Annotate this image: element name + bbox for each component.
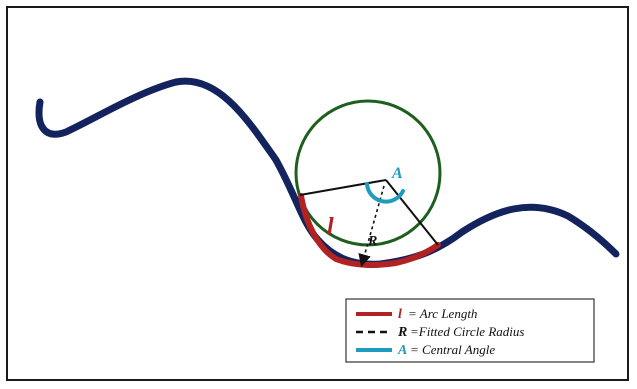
fitted-circle — [294, 99, 442, 247]
legend: l = Arc Length R =Fitted Circle Radius A… — [345, 298, 595, 363]
legend-symbol-fitted-radius: R — [397, 325, 407, 340]
legend-item-fitted-radius: R =Fitted Circle Radius — [356, 324, 524, 340]
legend-text-central-angle: = Central Angle — [410, 342, 495, 357]
legend-text-arc-length: = Arc Length — [408, 306, 477, 321]
legend-item-arc-length: l = Arc Length — [356, 306, 477, 322]
central-angle-marker — [365, 182, 405, 204]
arc-length-label: l — [327, 214, 334, 240]
legend-item-central-angle: A = Central Angle — [356, 342, 495, 358]
arc-length-segment — [298, 193, 441, 268]
legend-symbol-arc-length: l — [398, 307, 402, 322]
radius-line-left — [299, 179, 387, 196]
radius-line-right — [385, 179, 439, 246]
radius-label: R — [367, 234, 377, 249]
legend-text-fitted-radius: =Fitted Circle Radius — [410, 324, 524, 339]
legend-symbol-central-angle: A — [397, 343, 407, 358]
center-label: A — [391, 165, 403, 182]
